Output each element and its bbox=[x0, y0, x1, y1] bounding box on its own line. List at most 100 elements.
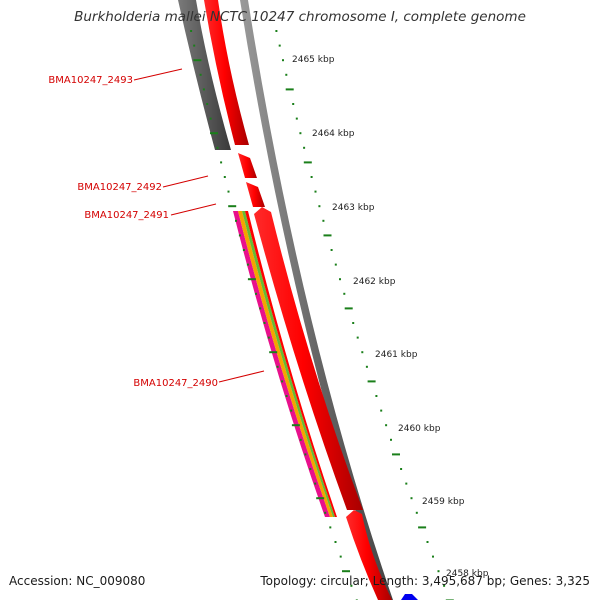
gene-bma10247-2493[interactable] bbox=[178, 0, 231, 150]
outer-tick-minor-35 bbox=[426, 541, 429, 543]
topology-text: Topology: circular; Length: 3,495,687 bp… bbox=[260, 574, 590, 588]
inner-tick-minor-0 bbox=[190, 30, 193, 32]
gene-labels: BMA10247_2493 BMA10247_2492 BMA10247_249… bbox=[48, 75, 218, 389]
gene-forward-5[interactable] bbox=[346, 510, 392, 600]
stripe-red bbox=[245, 211, 337, 517]
outer-tick-minor-12 bbox=[318, 205, 321, 208]
inner-tick-major-37 bbox=[342, 570, 350, 573]
outer-tick-major-29 bbox=[392, 453, 400, 456]
gene-label-2492[interactable]: BMA10247_2492 bbox=[77, 182, 162, 193]
inner-tick-minor-8 bbox=[216, 146, 219, 149]
outer-tick-minor-20 bbox=[352, 322, 355, 324]
outer-tick-minor-0 bbox=[275, 30, 278, 32]
outer-tick-minor-36 bbox=[432, 555, 434, 558]
gene-forward-2[interactable] bbox=[238, 153, 257, 178]
outer-tick-minor-32 bbox=[410, 497, 413, 500]
kbp-labels: 2465 kbp 2464 kbp 2463 kbp 2462 kbp 2461… bbox=[292, 55, 489, 579]
inner-tick-minor-4 bbox=[202, 88, 205, 91]
inner-tick-minor-21 bbox=[267, 336, 270, 339]
inner-ticks bbox=[190, 30, 358, 600]
inner-tick-minor-5 bbox=[206, 103, 209, 105]
inner-tick-minor-3 bbox=[199, 73, 202, 76]
outer-tick-minor-5 bbox=[292, 103, 295, 105]
outer-tick-minor-10 bbox=[310, 176, 313, 178]
outer-tick-minor-1 bbox=[278, 44, 281, 47]
inner-tick-major-22 bbox=[269, 351, 278, 354]
inner-tick-minor-18 bbox=[255, 292, 257, 295]
inner-tick-minor-1 bbox=[193, 44, 196, 47]
gene-label-2490[interactable]: BMA10247_2490 bbox=[133, 378, 218, 389]
inner-tick-minor-24 bbox=[281, 380, 284, 383]
outer-tick-major-34 bbox=[418, 526, 427, 529]
outer-tick-minor-22 bbox=[361, 351, 364, 354]
gene-label-line-2492 bbox=[162, 175, 209, 188]
outer-tick-minor-2 bbox=[282, 59, 284, 62]
gene-label-line-2490 bbox=[218, 370, 265, 383]
gene-label-line-2493 bbox=[133, 68, 183, 81]
kbp-label-2458: 2458 kbp bbox=[446, 569, 489, 579]
inner-tick-minor-16 bbox=[246, 263, 249, 266]
outer-tick-minor-7 bbox=[299, 132, 302, 135]
outer-tick-minor-38 bbox=[443, 584, 446, 587]
outer-tick-minor-25 bbox=[375, 395, 378, 397]
gene-bma10247-2490[interactable] bbox=[233, 211, 337, 517]
outer-tick-minor-17 bbox=[339, 278, 341, 281]
outer-tick-minor-26 bbox=[380, 409, 383, 412]
inner-tick-minor-26 bbox=[290, 409, 293, 412]
inner-tick-minor-30 bbox=[309, 468, 312, 470]
inner-tick-minor-33 bbox=[324, 511, 327, 514]
outer-tick-major-14 bbox=[323, 234, 332, 237]
gene-label-lines bbox=[133, 68, 265, 383]
outer-ticks bbox=[275, 30, 454, 600]
inner-tick-minor-6 bbox=[209, 117, 212, 120]
outer-tick-minor-15 bbox=[330, 249, 333, 251]
outer-tick-minor-31 bbox=[405, 482, 408, 485]
inner-tick-minor-11 bbox=[227, 190, 230, 193]
kbp-label-2460: 2460 kbp bbox=[398, 424, 441, 434]
outer-tick-minor-6 bbox=[295, 117, 298, 120]
outer-tick-major-19 bbox=[344, 307, 353, 310]
inner-tick-minor-28 bbox=[299, 438, 302, 441]
inner-tick-minor-25 bbox=[285, 395, 288, 397]
inner-tick-minor-13 bbox=[235, 219, 237, 222]
outer-tick-minor-33 bbox=[415, 511, 418, 514]
inner-tick-major-2 bbox=[193, 59, 202, 62]
kbp-label-2465: 2465 kbp bbox=[292, 55, 335, 65]
outer-tick-minor-27 bbox=[385, 424, 388, 427]
outer-tick-minor-37 bbox=[437, 570, 440, 573]
inner-tick-minor-9 bbox=[220, 161, 223, 164]
gene-forward-4[interactable] bbox=[254, 207, 363, 510]
inner-tick-minor-23 bbox=[276, 365, 279, 368]
outer-tick-minor-11 bbox=[314, 190, 317, 193]
outer-tick-minor-16 bbox=[334, 263, 337, 266]
outer-tick-major-4 bbox=[285, 88, 294, 91]
inner-tick-major-7 bbox=[210, 132, 218, 135]
gene-label-2491[interactable]: BMA10247_2491 bbox=[84, 210, 169, 221]
inner-tick-minor-19 bbox=[259, 307, 262, 310]
outer-tick-minor-23 bbox=[365, 365, 368, 368]
accession-text: Accession: NC_009080 bbox=[9, 574, 146, 588]
gene-forward-3[interactable] bbox=[246, 182, 265, 207]
stripe-orange bbox=[238, 211, 333, 517]
map-title: Burkholderia mallei NCTC 10247 chromosom… bbox=[74, 9, 526, 25]
inner-tick-minor-38 bbox=[350, 584, 353, 587]
outer-tick-major-9 bbox=[303, 161, 312, 164]
outer-tick-minor-21 bbox=[356, 336, 359, 339]
inner-tick-major-12 bbox=[228, 205, 237, 208]
gene-forward-1[interactable] bbox=[204, 0, 249, 145]
outer-tick-major-24 bbox=[367, 380, 376, 383]
gene-blue-feature[interactable] bbox=[401, 594, 418, 600]
inner-tick-minor-35 bbox=[334, 541, 337, 543]
outer-tick-minor-3 bbox=[285, 73, 288, 76]
inner-tick-minor-10 bbox=[223, 176, 226, 178]
inner-tick-minor-31 bbox=[314, 482, 317, 485]
inner-tick-major-27 bbox=[291, 424, 300, 427]
inner-tick-major-17 bbox=[247, 278, 256, 281]
gene-label-2493[interactable]: BMA10247_2493 bbox=[48, 75, 133, 86]
inner-tick-minor-14 bbox=[238, 234, 241, 237]
kbp-label-2462: 2462 kbp bbox=[353, 277, 396, 287]
outer-tick-minor-18 bbox=[343, 292, 346, 295]
gene-label-line-2491 bbox=[170, 203, 217, 216]
kbp-label-2463: 2463 kbp bbox=[332, 203, 375, 213]
kbp-label-2461: 2461 kbp bbox=[375, 350, 418, 360]
